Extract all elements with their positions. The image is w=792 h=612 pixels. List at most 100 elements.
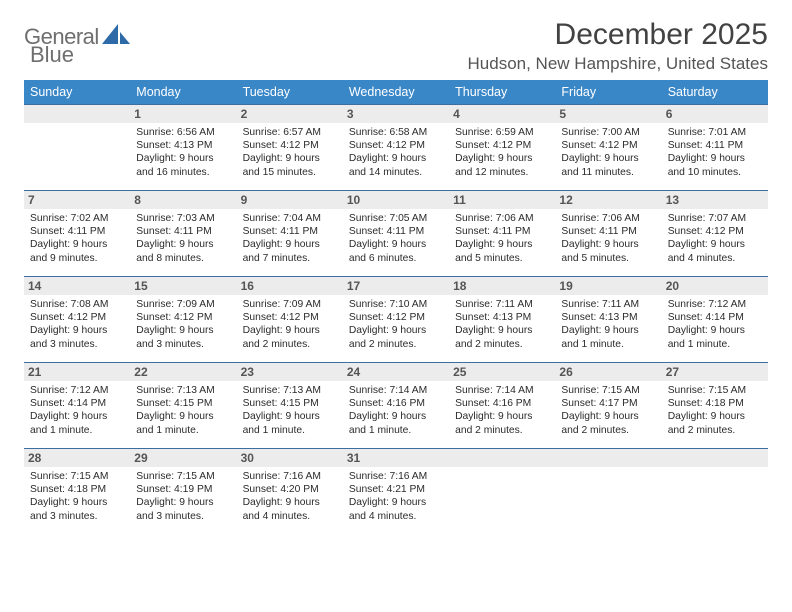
sunset-line: Sunset: 4:12 PM xyxy=(243,139,337,152)
daylight-line: Daylight: 9 hours and 2 minutes. xyxy=(349,324,443,350)
sunrise-line: Sunrise: 7:11 AM xyxy=(561,298,655,311)
daylight-line: Daylight: 9 hours and 14 minutes. xyxy=(349,152,443,178)
day-sun-info: Sunrise: 7:09 AMSunset: 4:12 PMDaylight:… xyxy=(243,298,337,351)
sunrise-line: Sunrise: 7:04 AM xyxy=(243,212,337,225)
calendar-day-cell: 12 Sunrise: 7:06 AMSunset: 4:11 PMDayligh… xyxy=(555,190,661,276)
calendar-day-cell: 26Sunrise: 7:15 AMSunset: 4:17 PMDayligh… xyxy=(555,362,661,448)
calendar-week-row: 1Sunrise: 6:56 AMSunset: 4:13 PMDaylight… xyxy=(24,104,768,190)
day-number-bar: 13 xyxy=(662,190,768,209)
calendar-table: Sunday Monday Tuesday Wednesday Thursday… xyxy=(24,80,768,534)
sunset-line: Sunset: 4:11 PM xyxy=(243,225,337,238)
calendar-day-cell: 15 Sunrise: 7:09 AMSunset: 4:12 PMDayligh… xyxy=(130,276,236,362)
sunrise-line: Sunrise: 6:57 AM xyxy=(243,126,337,139)
location-subtitle: Hudson, New Hampshire, United States xyxy=(468,54,768,74)
sunrise-line: Sunrise: 6:58 AM xyxy=(349,126,443,139)
day-number-bar: 3 xyxy=(343,104,449,123)
sunrise-line: Sunrise: 6:59 AM xyxy=(455,126,549,139)
weekday-header: Sunday xyxy=(24,80,130,104)
sunset-line: Sunset: 4:11 PM xyxy=(455,225,549,238)
day-number-bar xyxy=(555,448,661,467)
weekday-header-row: Sunday Monday Tuesday Wednesday Thursday… xyxy=(24,80,768,104)
day-sun-info: Sunrise: 7:15 AMSunset: 4:18 PMDaylight:… xyxy=(30,470,124,523)
daylight-line: Daylight: 9 hours and 3 minutes. xyxy=(136,496,230,522)
day-number-bar xyxy=(24,104,130,123)
day-number-bar: 11 xyxy=(449,190,555,209)
header: General December 2025 Hudson, New Hampsh… xyxy=(24,18,768,74)
day-number-bar: 23 xyxy=(237,362,343,381)
sunrise-line: Sunrise: 7:15 AM xyxy=(561,384,655,397)
day-number-bar: 5 xyxy=(555,104,661,123)
daylight-line: Daylight: 9 hours and 2 minutes. xyxy=(243,324,337,350)
calendar-day-cell: 14Sunrise: 7:08 AMSunset: 4:12 PMDayligh… xyxy=(24,276,130,362)
calendar-day-cell: 23Sunrise: 7:13 AMSunset: 4:15 PMDayligh… xyxy=(237,362,343,448)
day-sun-info: Sunrise: 6:59 AMSunset: 4:12 PMDaylight:… xyxy=(455,126,549,179)
day-number-bar: 17 xyxy=(343,276,449,295)
daylight-line: Daylight: 9 hours and 1 minute. xyxy=(30,410,124,436)
calendar-day-cell: 1Sunrise: 6:56 AMSunset: 4:13 PMDaylight… xyxy=(130,104,236,190)
day-sun-info: Sunrise: 7:15 AMSunset: 4:17 PMDaylight:… xyxy=(561,384,655,437)
calendar-page: General December 2025 Hudson, New Hampsh… xyxy=(0,0,792,612)
day-number-bar: 8 xyxy=(130,190,236,209)
calendar-day-cell xyxy=(662,448,768,534)
calendar-day-cell: 20Sunrise: 7:12 AMSunset: 4:14 PMDayligh… xyxy=(662,276,768,362)
sunset-line: Sunset: 4:12 PM xyxy=(349,311,443,324)
day-number-bar xyxy=(662,448,768,467)
sunset-line: Sunset: 4:12 PM xyxy=(455,139,549,152)
sunset-line: Sunset: 4:15 PM xyxy=(136,397,230,410)
sunrise-line: Sunrise: 7:09 AM xyxy=(136,298,230,311)
calendar-day-cell: 11 Sunrise: 7:06 AMSunset: 4:11 PMDayligh… xyxy=(449,190,555,276)
daylight-line: Daylight: 9 hours and 1 minute. xyxy=(243,410,337,436)
day-sun-info: Sunrise: 7:16 AMSunset: 4:21 PMDaylight:… xyxy=(349,470,443,523)
day-sun-info: Sunrise: 7:06 AMSunset: 4:11 PMDaylight:… xyxy=(561,212,655,265)
calendar-day-cell: 19Sunrise: 7:11 AMSunset: 4:13 PMDayligh… xyxy=(555,276,661,362)
daylight-line: Daylight: 9 hours and 1 minute. xyxy=(136,410,230,436)
calendar-day-cell: 30Sunrise: 7:16 AMSunset: 4:20 PMDayligh… xyxy=(237,448,343,534)
day-sun-info: Sunrise: 7:16 AMSunset: 4:20 PMDaylight:… xyxy=(243,470,337,523)
calendar-day-cell: 17Sunrise: 7:10 AMSunset: 4:12 PMDayligh… xyxy=(343,276,449,362)
day-number-bar: 2 xyxy=(237,104,343,123)
day-number-bar: 25 xyxy=(449,362,555,381)
calendar-day-cell: 22Sunrise: 7:13 AMSunset: 4:15 PMDayligh… xyxy=(130,362,236,448)
day-number-bar: 6 xyxy=(662,104,768,123)
brand-sail-icon xyxy=(101,22,131,46)
day-sun-info: Sunrise: 7:06 AMSunset: 4:11 PMDaylight:… xyxy=(455,212,549,265)
sunset-line: Sunset: 4:18 PM xyxy=(30,483,124,496)
sunset-line: Sunset: 4:19 PM xyxy=(136,483,230,496)
day-number-bar: 12 xyxy=(555,190,661,209)
sunset-line: Sunset: 4:17 PM xyxy=(561,397,655,410)
day-sun-info: Sunrise: 6:57 AMSunset: 4:12 PMDaylight:… xyxy=(243,126,337,179)
daylight-line: Daylight: 9 hours and 4 minutes. xyxy=(668,238,762,264)
calendar-day-cell: 16Sunrise: 7:09 AMSunset: 4:12 PMDayligh… xyxy=(237,276,343,362)
day-number-bar: 15 xyxy=(130,276,236,295)
sunrise-line: Sunrise: 6:56 AM xyxy=(136,126,230,139)
calendar-day-cell: 6Sunrise: 7:01 AMSunset: 4:11 PMDaylight… xyxy=(662,104,768,190)
day-sun-info: Sunrise: 7:15 AMSunset: 4:19 PMDaylight:… xyxy=(136,470,230,523)
sunrise-line: Sunrise: 7:16 AM xyxy=(243,470,337,483)
day-sun-info: Sunrise: 6:58 AMSunset: 4:12 PMDaylight:… xyxy=(349,126,443,179)
sunset-line: Sunset: 4:12 PM xyxy=(243,311,337,324)
sunset-line: Sunset: 4:14 PM xyxy=(30,397,124,410)
day-number-bar: 4 xyxy=(449,104,555,123)
day-number-bar: 7 xyxy=(24,190,130,209)
sunrise-line: Sunrise: 7:05 AM xyxy=(349,212,443,225)
day-sun-info: Sunrise: 7:09 AMSunset: 4:12 PMDaylight:… xyxy=(136,298,230,351)
sunset-line: Sunset: 4:21 PM xyxy=(349,483,443,496)
sunrise-line: Sunrise: 7:06 AM xyxy=(455,212,549,225)
day-sun-info: Sunrise: 7:11 AMSunset: 4:13 PMDaylight:… xyxy=(561,298,655,351)
calendar-day-cell: 25Sunrise: 7:14 AMSunset: 4:16 PMDayligh… xyxy=(449,362,555,448)
daylight-line: Daylight: 9 hours and 1 minute. xyxy=(668,324,762,350)
calendar-week-row: 7 Sunrise: 7:02 AM Sunset: 4:11 PM Daylight… xyxy=(24,190,768,276)
sunrise-line: Sunrise: 7:02 AM xyxy=(30,212,124,225)
day-sun-info: Sunrise: 7:00 AMSunset: 4:12 PMDaylight:… xyxy=(561,126,655,179)
daylight-line: Daylight: 9 hours and 10 minutes. xyxy=(668,152,762,178)
weekday-header: Thursday xyxy=(449,80,555,104)
calendar-day-cell: 2 Sunrise: 6:57 AMSunset: 4:12 PMDaylight… xyxy=(237,104,343,190)
sunrise-line: Sunrise: 7:08 AM xyxy=(30,298,124,311)
sunset-line: Sunset: 4:16 PM xyxy=(349,397,443,410)
sunset-line: Sunset: 4:11 PM xyxy=(668,139,762,152)
day-sun-info: Sunrise: 7:14 AMSunset: 4:16 PMDaylight:… xyxy=(349,384,443,437)
daylight-line: Daylight: 9 hours and 2 minutes. xyxy=(455,410,549,436)
day-sun-info: Sunrise: 7:07 AMSunset: 4:12 PMDaylight:… xyxy=(668,212,762,265)
daylight-line: Daylight: 9 hours and 16 minutes. xyxy=(136,152,230,178)
calendar-day-cell xyxy=(24,104,130,190)
